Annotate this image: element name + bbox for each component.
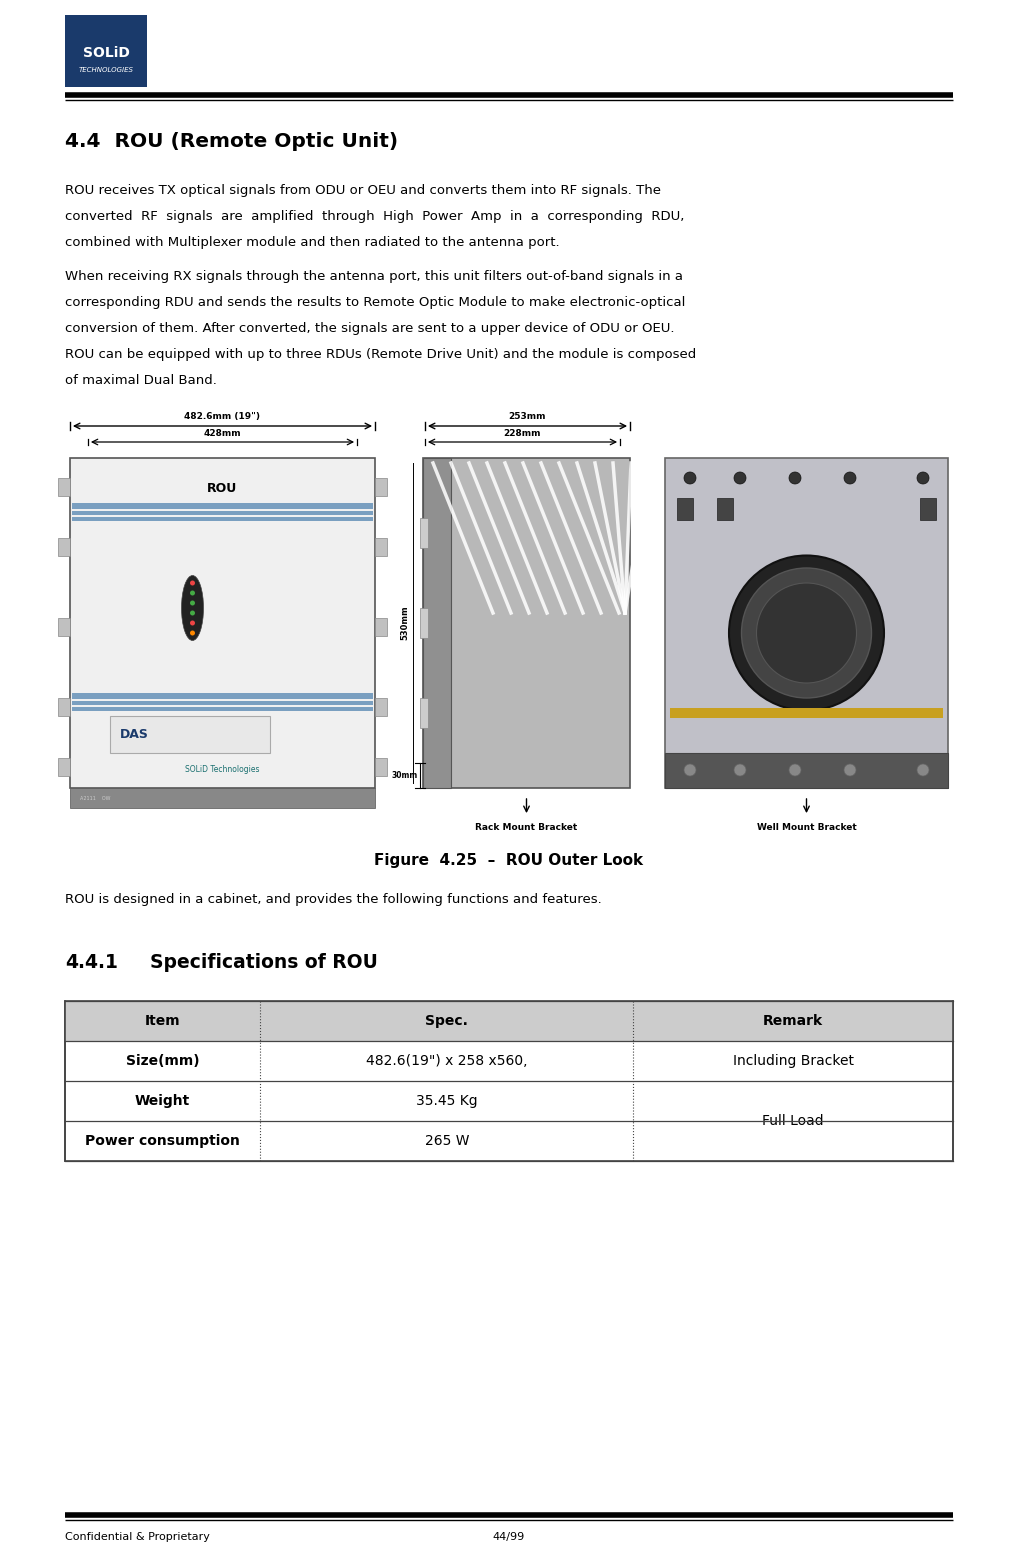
Bar bbox=[420, 697, 428, 729]
Bar bbox=[423, 459, 630, 788]
Ellipse shape bbox=[734, 764, 746, 775]
Text: of maximal Dual Band.: of maximal Dual Band. bbox=[65, 374, 217, 387]
Bar bbox=[423, 459, 451, 788]
Bar bbox=[375, 758, 387, 775]
Text: ROU is designed in a cabinet, and provides the following functions and features.: ROU is designed in a cabinet, and provid… bbox=[65, 892, 602, 906]
Text: When receiving RX signals through the antenna port, this unit filters out-of-ban: When receiving RX signals through the an… bbox=[65, 270, 683, 282]
Text: Power consumption: Power consumption bbox=[86, 1134, 240, 1148]
Bar bbox=[72, 700, 373, 705]
Text: Full Load: Full Load bbox=[762, 1114, 824, 1128]
Bar bbox=[420, 608, 428, 638]
Text: Figure  4.25  –  ROU Outer Look: Figure 4.25 – ROU Outer Look bbox=[375, 853, 643, 867]
Bar bbox=[72, 693, 373, 699]
Ellipse shape bbox=[741, 568, 871, 697]
Text: Remark: Remark bbox=[764, 1014, 824, 1028]
Bar bbox=[65, 1002, 953, 1161]
Bar bbox=[375, 618, 387, 636]
Bar bbox=[420, 518, 428, 548]
Text: 482.6(19") x 258 x560,: 482.6(19") x 258 x560, bbox=[366, 1055, 527, 1069]
Text: 4.4.1: 4.4.1 bbox=[65, 953, 118, 972]
Text: Well Mount Bracket: Well Mount Bracket bbox=[756, 824, 856, 831]
Text: Rack Mount Bracket: Rack Mount Bracket bbox=[475, 824, 577, 831]
Bar bbox=[70, 788, 375, 808]
Bar bbox=[58, 538, 70, 555]
Text: SOLiD Technologies: SOLiD Technologies bbox=[185, 766, 260, 774]
Ellipse shape bbox=[190, 621, 195, 626]
Bar bbox=[65, 16, 147, 87]
Text: conversion of them. After converted, the signals are sent to a upper device of O: conversion of them. After converted, the… bbox=[65, 321, 675, 335]
Ellipse shape bbox=[917, 764, 929, 775]
Ellipse shape bbox=[190, 630, 195, 635]
Ellipse shape bbox=[190, 601, 195, 605]
Text: Confidential & Proprietary: Confidential & Proprietary bbox=[65, 1532, 210, 1541]
Text: 228mm: 228mm bbox=[504, 429, 542, 438]
Bar bbox=[72, 502, 373, 509]
Ellipse shape bbox=[756, 583, 856, 683]
Text: 482.6mm (19"): 482.6mm (19") bbox=[184, 412, 261, 421]
Text: Size(mm): Size(mm) bbox=[126, 1055, 200, 1069]
Ellipse shape bbox=[917, 473, 929, 484]
Bar bbox=[58, 758, 70, 775]
Ellipse shape bbox=[729, 555, 884, 710]
Ellipse shape bbox=[844, 473, 856, 484]
Text: 35.45 Kg: 35.45 Kg bbox=[416, 1094, 477, 1108]
Text: 4.4  ROU (Remote Optic Unit): 4.4 ROU (Remote Optic Unit) bbox=[65, 133, 398, 151]
Text: Weight: Weight bbox=[135, 1094, 190, 1108]
Text: Spec.: Spec. bbox=[426, 1014, 468, 1028]
Bar bbox=[70, 459, 375, 788]
Text: 428mm: 428mm bbox=[204, 429, 241, 438]
Bar bbox=[72, 516, 373, 521]
Ellipse shape bbox=[190, 580, 195, 585]
Ellipse shape bbox=[684, 473, 696, 484]
Bar bbox=[670, 708, 943, 718]
Ellipse shape bbox=[789, 473, 801, 484]
Text: 44/99: 44/99 bbox=[493, 1532, 525, 1541]
Bar bbox=[677, 498, 693, 519]
Bar bbox=[665, 753, 948, 788]
Text: ROU: ROU bbox=[208, 482, 237, 495]
Bar bbox=[375, 477, 387, 496]
Text: TECHNOLOGIES: TECHNOLOGIES bbox=[78, 67, 133, 73]
Ellipse shape bbox=[190, 610, 195, 616]
Text: SOLiD: SOLiD bbox=[82, 45, 129, 59]
Bar bbox=[58, 477, 70, 496]
Text: corresponding RDU and sends the results to Remote Optic Module to make electroni: corresponding RDU and sends the results … bbox=[65, 296, 685, 309]
Bar bbox=[58, 697, 70, 716]
Ellipse shape bbox=[844, 764, 856, 775]
Bar bbox=[375, 538, 387, 555]
Bar bbox=[65, 1002, 953, 1041]
Text: Specifications of ROU: Specifications of ROU bbox=[150, 953, 378, 972]
Text: 265 W: 265 W bbox=[425, 1134, 469, 1148]
Ellipse shape bbox=[734, 473, 746, 484]
Bar bbox=[665, 459, 948, 788]
Bar bbox=[110, 716, 270, 753]
Text: Including Bracket: Including Bracket bbox=[733, 1055, 854, 1069]
Text: 30mm: 30mm bbox=[392, 771, 418, 780]
Ellipse shape bbox=[181, 576, 204, 641]
Text: A2111    OW: A2111 OW bbox=[80, 796, 111, 800]
Text: ROU can be equipped with up to three RDUs (Remote Drive Unit) and the module is : ROU can be equipped with up to three RDU… bbox=[65, 348, 696, 360]
Ellipse shape bbox=[684, 764, 696, 775]
Bar bbox=[58, 618, 70, 636]
Bar bbox=[72, 707, 373, 711]
Text: ROU receives TX optical signals from ODU or OEU and converts them into RF signal: ROU receives TX optical signals from ODU… bbox=[65, 184, 661, 197]
Ellipse shape bbox=[789, 764, 801, 775]
Text: combined with Multiplexer module and then radiated to the antenna port.: combined with Multiplexer module and the… bbox=[65, 236, 560, 250]
Ellipse shape bbox=[190, 591, 195, 596]
Bar bbox=[717, 498, 733, 519]
Text: 253mm: 253mm bbox=[509, 412, 547, 421]
Text: converted  RF  signals  are  amplified  through  High  Power  Amp  in  a  corres: converted RF signals are amplified throu… bbox=[65, 211, 684, 223]
Text: 530mm: 530mm bbox=[400, 605, 409, 640]
Text: Item: Item bbox=[145, 1014, 180, 1028]
Text: DAS: DAS bbox=[120, 729, 149, 741]
Bar bbox=[72, 512, 373, 515]
Bar bbox=[920, 498, 936, 519]
Bar bbox=[375, 697, 387, 716]
